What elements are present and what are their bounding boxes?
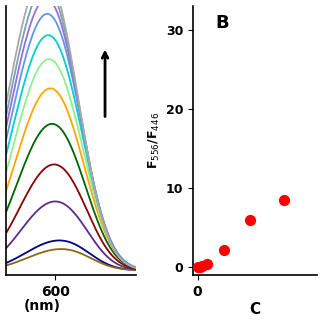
Point <box>222 247 227 252</box>
X-axis label: C: C <box>249 302 260 317</box>
Y-axis label: F$_{556}$/F$_{446}$: F$_{556}$/F$_{446}$ <box>147 112 162 169</box>
X-axis label: (nm): (nm) <box>24 300 61 313</box>
Point <box>282 197 287 203</box>
Text: B: B <box>215 14 229 32</box>
Point <box>197 264 203 269</box>
Point <box>247 217 252 222</box>
Point <box>195 265 200 270</box>
Point <box>204 261 209 267</box>
Point <box>200 264 205 269</box>
